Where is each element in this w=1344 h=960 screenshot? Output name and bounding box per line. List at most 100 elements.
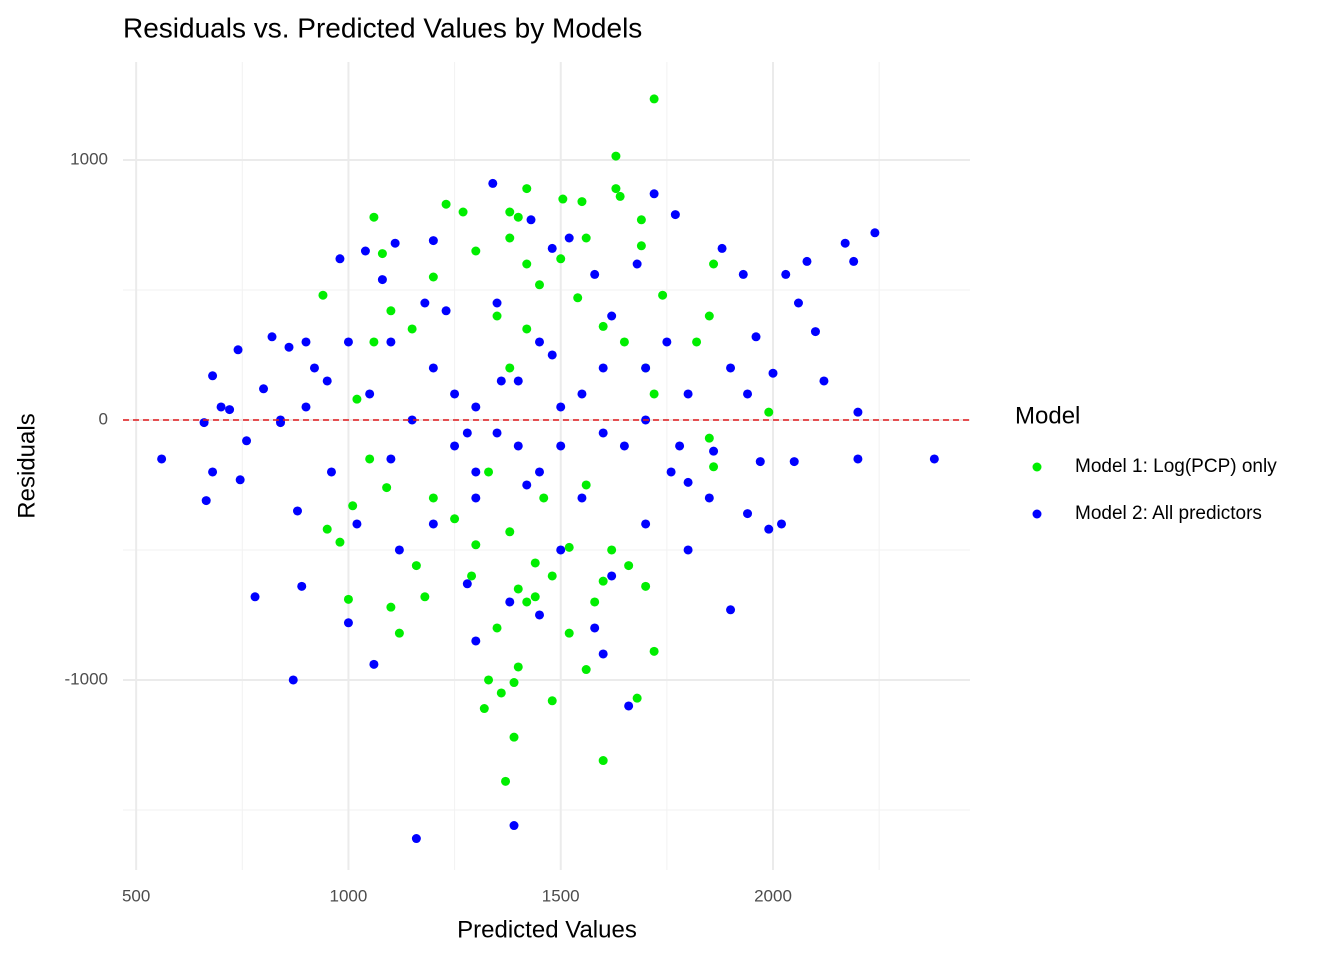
point <box>513 441 523 451</box>
point <box>781 269 791 279</box>
point <box>360 246 370 256</box>
point <box>420 298 430 308</box>
point <box>683 477 693 487</box>
point <box>450 389 460 399</box>
point <box>348 501 358 511</box>
point <box>471 636 481 646</box>
point <box>369 659 379 669</box>
point <box>607 571 617 581</box>
point <box>649 389 659 399</box>
point <box>522 184 532 194</box>
point <box>471 246 481 256</box>
point <box>641 363 651 373</box>
point <box>619 441 629 451</box>
point <box>208 467 218 477</box>
y-tick-label: 1000 <box>70 149 108 168</box>
point <box>488 178 498 188</box>
point <box>636 241 646 251</box>
point <box>539 493 549 503</box>
point <box>322 376 332 386</box>
point <box>428 272 438 282</box>
point <box>326 467 336 477</box>
point <box>849 256 859 266</box>
point <box>343 618 353 628</box>
point <box>547 696 557 706</box>
point <box>726 363 736 373</box>
point <box>793 298 803 308</box>
point <box>636 215 646 225</box>
point <box>386 306 396 316</box>
point <box>492 428 502 438</box>
point <box>235 475 245 485</box>
point <box>564 628 574 638</box>
point <box>467 571 477 581</box>
point <box>471 467 481 477</box>
point <box>343 337 353 347</box>
point <box>462 428 472 438</box>
point <box>335 537 345 547</box>
point <box>496 376 506 386</box>
point <box>666 467 676 477</box>
point <box>411 561 421 571</box>
point <box>509 678 519 688</box>
point <box>484 467 494 477</box>
point <box>284 342 294 352</box>
point <box>619 337 629 347</box>
point <box>764 524 774 534</box>
point <box>501 776 511 786</box>
point <box>534 610 544 620</box>
point <box>428 236 438 246</box>
point <box>505 363 515 373</box>
point <box>301 337 311 347</box>
point <box>709 259 719 269</box>
point <box>577 493 587 503</box>
point <box>450 441 460 451</box>
point <box>853 407 863 417</box>
point <box>492 311 502 321</box>
point <box>768 368 778 378</box>
point <box>683 389 693 399</box>
point <box>471 540 481 550</box>
point <box>513 376 523 386</box>
point <box>382 483 392 493</box>
point <box>522 480 532 490</box>
point <box>709 446 719 456</box>
point <box>577 389 587 399</box>
point <box>581 233 591 243</box>
point <box>352 394 362 404</box>
point <box>598 363 608 373</box>
point <box>649 646 659 656</box>
point <box>743 509 753 519</box>
point <box>764 407 774 417</box>
point <box>509 732 519 742</box>
chart-title: Residuals vs. Predicted Values by Models <box>123 12 642 43</box>
point <box>369 212 379 222</box>
point <box>462 579 472 589</box>
point <box>522 259 532 269</box>
point <box>738 269 748 279</box>
point <box>556 441 566 451</box>
point <box>441 306 451 316</box>
point <box>564 542 574 552</box>
point <box>573 293 583 303</box>
point <box>335 254 345 264</box>
point <box>547 243 557 253</box>
point <box>776 519 786 529</box>
point <box>530 558 540 568</box>
point <box>598 321 608 331</box>
point <box>704 311 714 321</box>
point <box>225 405 235 415</box>
point <box>458 207 468 217</box>
point <box>309 363 319 373</box>
point <box>522 597 532 607</box>
marks <box>123 94 970 844</box>
point <box>558 194 568 204</box>
point <box>450 514 460 524</box>
point <box>242 436 252 446</box>
point <box>420 592 430 602</box>
point <box>717 243 727 253</box>
legend-label: Model 2: All predictors <box>1075 503 1262 524</box>
point <box>386 454 396 464</box>
point <box>709 462 719 472</box>
